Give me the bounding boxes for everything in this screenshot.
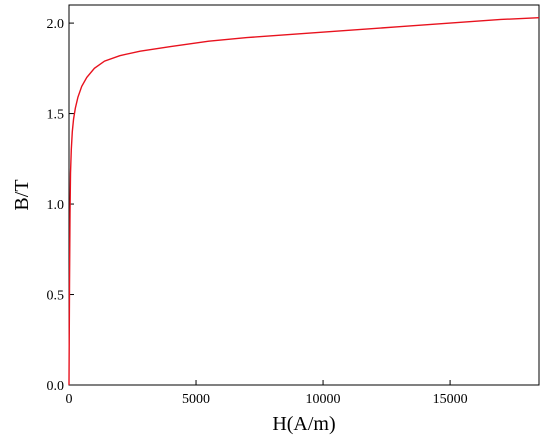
y-axis-title: B/T xyxy=(11,179,33,210)
series-line xyxy=(68,16,540,386)
y-tick-label: 1.0 xyxy=(47,198,65,213)
y-tick-label: 1.5 xyxy=(47,108,65,123)
y-tick-label: 0.0 xyxy=(47,379,65,394)
x-axis-ticks: 0 5000 10000 15000 xyxy=(66,380,468,407)
x-tick-label: 0 xyxy=(66,392,73,407)
y-tick-label: 0.5 xyxy=(47,289,65,304)
plot-frame xyxy=(68,4,540,386)
x-tick-label: 10000 xyxy=(306,392,341,407)
x-tick-label: 5000 xyxy=(182,392,210,407)
y-axis-ticks: 0.0 0.5 1.0 1.5 2.0 xyxy=(47,17,74,394)
x-tick-label: 15000 xyxy=(433,392,468,407)
x-axis-title: H(A/m) xyxy=(272,413,335,435)
y-tick-label: 2.0 xyxy=(47,17,65,32)
